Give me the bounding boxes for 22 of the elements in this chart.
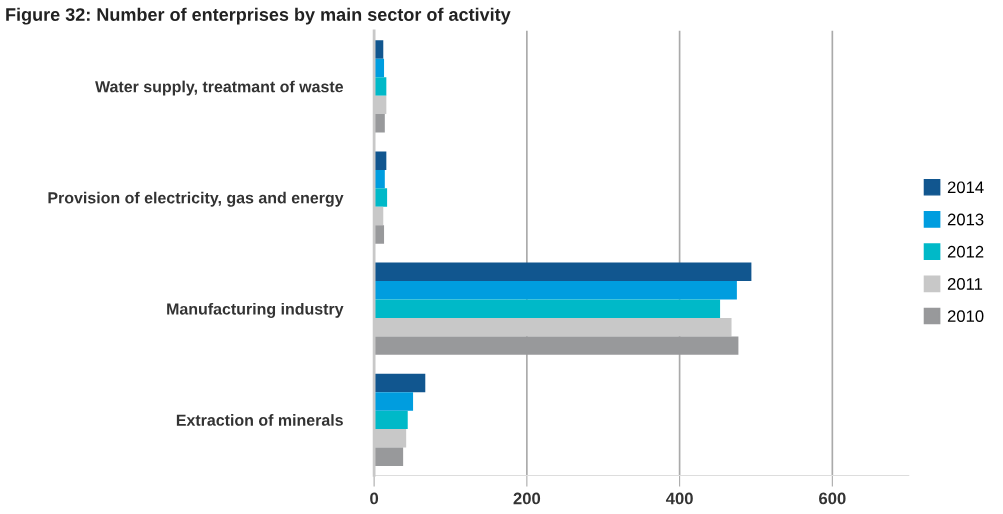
y-tick-label: Extraction of minerals [176, 414, 343, 426]
bar [374, 281, 737, 300]
bar [374, 447, 404, 466]
x-tick-label: 0 [370, 492, 379, 505]
y-tick-label: Manufacturing industry [167, 302, 344, 318]
legend-label: 2013 [947, 213, 984, 226]
bar [374, 373, 426, 393]
legend-label: 2014 [947, 181, 984, 194]
chart-title: Figure 32: Number of enterprises by main sector of activity [6, 7, 511, 25]
bar [374, 336, 739, 355]
bar [374, 299, 721, 318]
bar [374, 262, 752, 282]
legend-label: 2012 [947, 245, 984, 258]
legend-label: 2011 [947, 278, 983, 290]
x-tick-label: 200 [513, 492, 541, 505]
bar [374, 410, 408, 430]
x-tick-label: 600 [819, 492, 846, 505]
x-tick-label: 400 [665, 492, 693, 505]
y-tick-label: Provision of electricity, gas and energy [48, 191, 344, 207]
legend-label: 2010 [947, 310, 984, 323]
y-tick-label: Water supply, treatmant of waste [95, 80, 344, 96]
bar [374, 392, 414, 411]
